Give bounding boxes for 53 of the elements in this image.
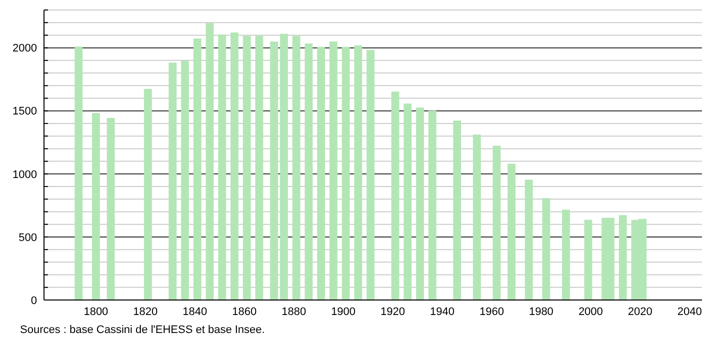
bar <box>92 113 100 300</box>
x-tick-label: 1800 <box>84 306 108 318</box>
y-tick-label: 0 <box>30 294 37 307</box>
x-tick-label: 1940 <box>430 306 455 318</box>
bar <box>242 36 251 300</box>
bar <box>255 36 264 300</box>
bar <box>542 198 550 300</box>
x-tick-label: 1820 <box>133 306 158 318</box>
bar <box>453 120 462 300</box>
bar <box>206 23 214 300</box>
bar <box>492 146 501 300</box>
bar <box>354 45 362 300</box>
bar <box>391 92 400 300</box>
bar <box>144 88 152 300</box>
bar <box>329 42 338 300</box>
bar <box>304 44 313 300</box>
bar <box>74 46 83 300</box>
bar <box>181 60 189 300</box>
x-tick-label: 1920 <box>380 306 406 318</box>
x-tick-label: 2040 <box>677 306 702 318</box>
bar <box>230 32 238 300</box>
x-tick-label: 1880 <box>282 306 306 318</box>
bar <box>280 34 288 300</box>
bar <box>562 210 570 300</box>
bar <box>366 50 374 300</box>
x-tick-label: 2020 <box>628 306 652 318</box>
bar <box>106 118 115 300</box>
x-tick-label: 1980 <box>528 306 554 318</box>
bar <box>472 134 481 300</box>
y-tick-label: 2000 <box>12 42 37 55</box>
bar <box>317 46 326 300</box>
bar <box>193 38 202 300</box>
bar <box>428 110 436 300</box>
bar <box>168 62 177 300</box>
x-tick-label: 1840 <box>182 306 208 318</box>
source-note: Sources : base Cassini de l'EHESS et base Insee. <box>20 324 265 336</box>
bar <box>524 180 533 300</box>
bar <box>218 34 226 300</box>
bar <box>292 36 300 300</box>
x-tick-label: 1960 <box>479 306 504 318</box>
y-tick-label: 500 <box>18 232 37 244</box>
x-tick-label: 2000 <box>578 306 603 318</box>
y-tick-label: 1000 <box>12 168 37 181</box>
bar <box>584 220 592 300</box>
x-tick-label: 1900 <box>331 306 356 318</box>
y-tick-label: 1500 <box>12 106 37 118</box>
bar <box>416 108 424 300</box>
bar <box>404 104 412 300</box>
bar <box>508 164 516 300</box>
bar <box>618 215 627 300</box>
bar <box>270 42 278 300</box>
x-tick-label: 1860 <box>232 306 257 318</box>
bar <box>342 46 350 300</box>
